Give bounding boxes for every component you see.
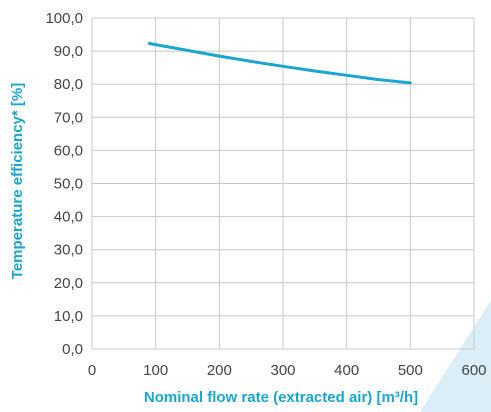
y-tick-label: 50,0	[54, 176, 83, 193]
y-tick-label: 20,0	[54, 275, 83, 292]
y-tick-label: 80,0	[54, 76, 83, 93]
y-tick-label: 10,0	[54, 308, 83, 325]
tick-labels: 0,0 10,0 20,0 30,0 40,0 50,0 60,0 70,0 80,0 90,0 1…	[45, 10, 486, 379]
x-tick-label: 300	[270, 362, 295, 379]
y-tick-label: 70,0	[54, 109, 83, 126]
y-tick-label: 60,0	[54, 142, 83, 159]
y-tick-label: 30,0	[54, 242, 83, 259]
x-tick-label: 0	[88, 362, 96, 379]
series-layer	[147, 42, 412, 85]
x-tick-label: 100	[143, 362, 168, 379]
y-tick-label: 90,0	[54, 43, 83, 60]
x-tick-label: 200	[207, 362, 232, 379]
x-axis-title: Nominal flow rate (extracted air) [m³/h]	[144, 389, 418, 406]
series-line	[147, 42, 412, 85]
y-tick-label: 40,0	[54, 209, 83, 226]
background-decoration	[420, 300, 491, 412]
x-tick-label: 500	[398, 362, 423, 379]
x-tick-label: 600	[461, 362, 486, 379]
y-axis-title: Temperature efficiency* [%]	[9, 83, 26, 279]
y-tick-label: 100,0	[45, 10, 83, 27]
x-tick-label: 400	[334, 362, 359, 379]
grid	[91, 17, 475, 350]
y-tick-label: 0,0	[62, 341, 83, 358]
